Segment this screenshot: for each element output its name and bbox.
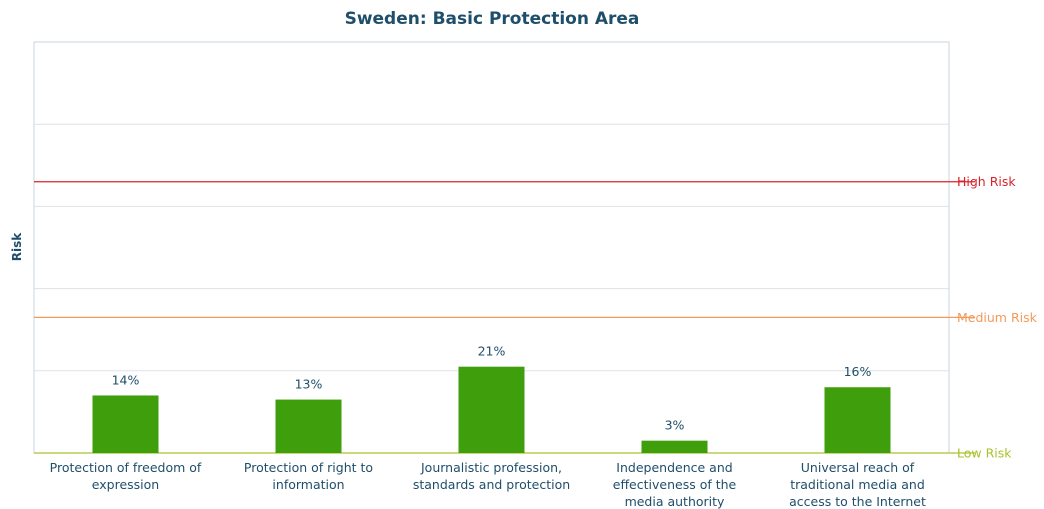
data-label: 21% — [478, 344, 506, 359]
bar — [824, 387, 891, 453]
data-labels: 14% 13% 21% 3% 16% — [112, 344, 872, 433]
category-label: effectiveness of the — [613, 477, 737, 492]
grid-lines — [34, 123, 949, 372]
category-label: traditional media and — [790, 477, 925, 492]
category-label: Universal reach of — [801, 460, 915, 475]
threshold-label: High Risk — [957, 174, 1016, 189]
category-label: access to the Internet — [789, 494, 926, 509]
category-label: Protection of freedom of — [50, 460, 202, 475]
category-label: Protection of right to — [244, 460, 373, 475]
chart-title: Sweden: Basic Protection Area — [345, 9, 640, 29]
data-label: 3% — [665, 418, 685, 433]
data-label: 13% — [295, 377, 323, 392]
threshold-label: Low Risk — [957, 446, 1012, 461]
y-axis-label: Risk — [10, 232, 24, 261]
bars — [92, 366, 891, 453]
bar — [641, 440, 708, 453]
category-label: media authority — [625, 494, 725, 509]
category-labels: Protection of freedom of expression Protec… — [50, 460, 926, 509]
category-label: Journalistic profession, — [420, 460, 562, 475]
threshold-label: Medium Risk — [957, 310, 1038, 325]
data-label: 16% — [844, 364, 872, 379]
category-label: Independence and — [616, 460, 732, 475]
category-label: information — [272, 477, 344, 492]
data-label: 14% — [112, 372, 140, 387]
category-label: standards and protection — [413, 477, 570, 492]
bar — [92, 395, 159, 453]
bar — [275, 399, 342, 453]
bar — [458, 366, 525, 453]
category-label: expression — [92, 477, 159, 492]
